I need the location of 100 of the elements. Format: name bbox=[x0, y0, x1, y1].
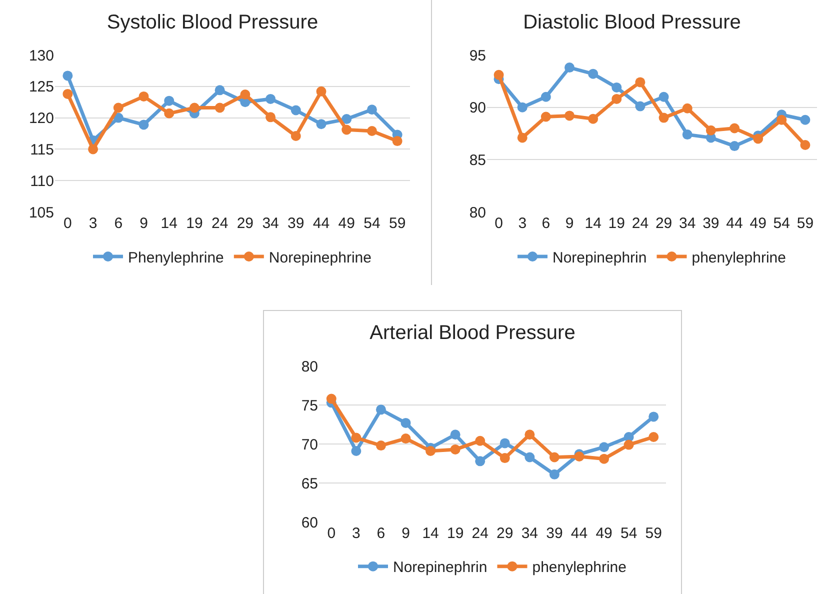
point bbox=[62, 88, 73, 99]
point bbox=[113, 102, 124, 113]
x-tick-label: 6 bbox=[376, 525, 386, 542]
y-tick-label: 90 bbox=[469, 100, 486, 117]
x-tick-label: 29 bbox=[496, 525, 514, 542]
x-tick-label: 39 bbox=[702, 215, 720, 232]
point bbox=[564, 62, 574, 73]
point bbox=[658, 112, 669, 123]
point bbox=[682, 103, 692, 114]
point bbox=[588, 68, 598, 79]
x-tick-label: 49 bbox=[750, 215, 766, 232]
chart-title: Diastolic Blood Pressure bbox=[523, 11, 741, 34]
point bbox=[400, 434, 411, 444]
x-tick-label: 39 bbox=[288, 215, 304, 232]
point bbox=[648, 432, 659, 442]
y-tick-label: 130 bbox=[28, 47, 54, 64]
x-tick-label: 54 bbox=[620, 525, 638, 542]
legend-label: phenylephrine bbox=[692, 249, 786, 266]
y-tick-label: 120 bbox=[28, 110, 54, 128]
x-tick-label: 59 bbox=[388, 215, 406, 232]
point bbox=[138, 91, 149, 102]
point bbox=[342, 124, 352, 135]
point bbox=[450, 430, 460, 440]
point bbox=[266, 94, 276, 104]
x-tick-label: 9 bbox=[402, 525, 410, 542]
point bbox=[351, 432, 362, 443]
point bbox=[475, 436, 486, 446]
x-tick-label: 19 bbox=[446, 525, 464, 542]
point bbox=[366, 126, 377, 136]
y-tick-label: 75 bbox=[301, 397, 318, 414]
point bbox=[266, 112, 276, 122]
point bbox=[290, 105, 301, 116]
x-tick-label: 49 bbox=[596, 525, 612, 542]
point bbox=[524, 452, 535, 462]
x-tick-label: 0 bbox=[494, 215, 503, 232]
point bbox=[376, 440, 386, 451]
x-tick-label: 34 bbox=[262, 215, 279, 232]
point bbox=[524, 430, 535, 440]
x-tick-label: 49 bbox=[338, 215, 355, 232]
y-tick-label: 95 bbox=[469, 47, 486, 64]
point bbox=[494, 70, 504, 80]
point bbox=[240, 90, 250, 100]
point bbox=[730, 141, 740, 152]
point bbox=[612, 82, 622, 92]
x-tick-label: 19 bbox=[608, 215, 625, 232]
legend-label: Norepinephrine bbox=[268, 249, 372, 266]
y-tick-label: 65 bbox=[301, 475, 318, 492]
chart-title: Systolic Blood Pressure bbox=[106, 11, 318, 34]
legend-label: Norepinephrin bbox=[552, 249, 647, 266]
point bbox=[648, 412, 659, 422]
legend-label: Phenylephrine bbox=[128, 249, 224, 266]
y-tick-label: 80 bbox=[301, 358, 318, 376]
x-tick-label: 14 bbox=[160, 215, 178, 232]
point bbox=[342, 114, 352, 124]
point bbox=[682, 130, 692, 140]
point bbox=[88, 144, 98, 154]
point bbox=[189, 102, 200, 113]
point bbox=[366, 104, 377, 115]
y-tick-label: 70 bbox=[301, 436, 318, 454]
point bbox=[164, 96, 174, 106]
x-tick-label: 24 bbox=[211, 215, 228, 232]
legend-label: phenylephrine bbox=[532, 559, 626, 576]
point bbox=[392, 136, 402, 146]
point bbox=[517, 102, 528, 112]
x-tick-label: 29 bbox=[655, 215, 672, 232]
x-tick-label: 9 bbox=[565, 215, 574, 232]
x-tick-label: 3 bbox=[518, 215, 527, 232]
point bbox=[599, 442, 610, 452]
point bbox=[730, 123, 740, 134]
point bbox=[164, 108, 174, 118]
point bbox=[351, 446, 362, 456]
x-tick-label: 24 bbox=[472, 525, 488, 542]
x-tick-label: 44 bbox=[726, 215, 743, 232]
point bbox=[290, 131, 301, 142]
point bbox=[500, 438, 510, 448]
y-tick-label: 105 bbox=[28, 204, 54, 222]
chart-title: Arterial Blood Pressure bbox=[370, 322, 576, 344]
y-tick-label: 125 bbox=[28, 78, 54, 96]
point bbox=[776, 114, 787, 125]
x-tick-label: 34 bbox=[521, 525, 538, 542]
x-tick-label: 54 bbox=[773, 215, 790, 232]
point bbox=[800, 114, 810, 125]
y-tick-label: 110 bbox=[30, 172, 54, 190]
point bbox=[400, 418, 411, 428]
point bbox=[517, 132, 528, 143]
point bbox=[599, 454, 610, 464]
x-tick-label: 19 bbox=[186, 215, 203, 232]
x-tick-label: 34 bbox=[679, 215, 696, 232]
x-tick-label: 14 bbox=[584, 215, 602, 232]
point bbox=[549, 469, 560, 480]
x-tick-label: 14 bbox=[422, 525, 439, 542]
point bbox=[635, 77, 646, 88]
point bbox=[376, 404, 386, 415]
y-tick-label: 60 bbox=[301, 514, 318, 532]
point bbox=[612, 94, 622, 104]
x-tick-label: 24 bbox=[632, 215, 649, 232]
point bbox=[62, 70, 73, 81]
point bbox=[214, 85, 225, 96]
x-tick-label: 6 bbox=[542, 215, 550, 232]
point bbox=[549, 452, 560, 462]
